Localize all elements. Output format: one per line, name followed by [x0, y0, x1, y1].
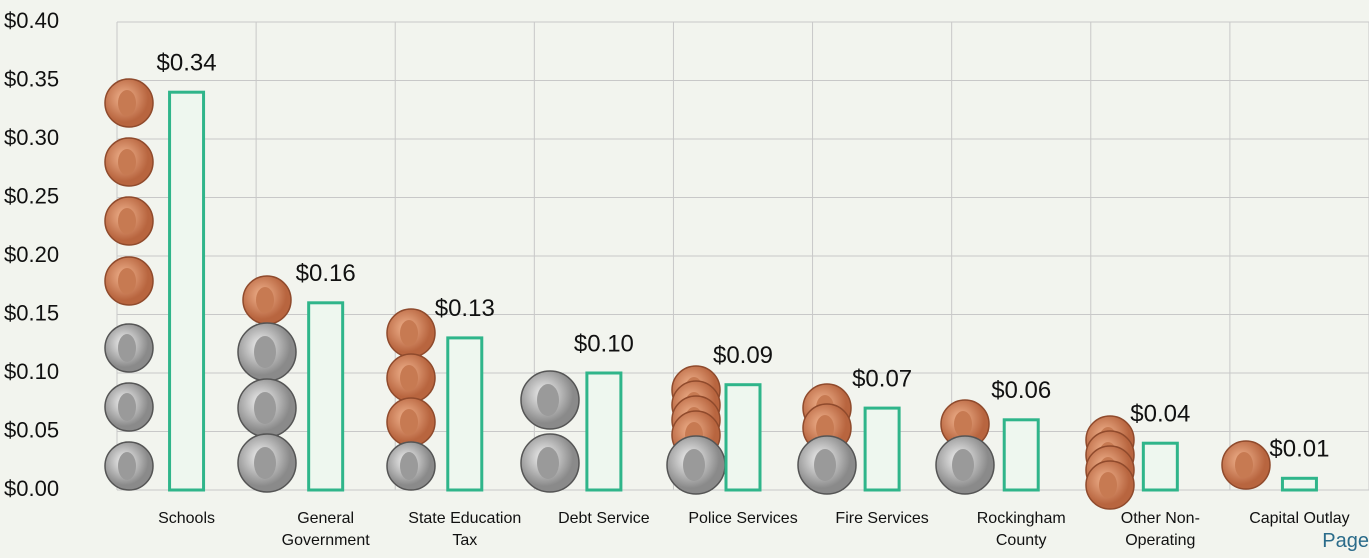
x-tick-label: Debt Service	[536, 508, 672, 530]
y-tick-label: $0.00	[4, 476, 59, 501]
value-label: $0.34	[157, 50, 217, 77]
x-tick-label: General Government	[258, 508, 394, 552]
chart: $0.00 $0.05 $0.10 $0.15 $0.20 $0.25 $0.30 $0.35…	[0, 0, 1369, 558]
bar	[309, 303, 343, 490]
y-tick-label: $0.35	[4, 66, 59, 91]
bar	[726, 385, 760, 490]
value-label: $0.10	[574, 330, 634, 357]
x-tick-label: Police Services	[675, 508, 811, 530]
bar	[1143, 443, 1177, 490]
value-label: $0.04	[1130, 401, 1190, 428]
x-tick-label: State Education Tax	[397, 508, 533, 552]
bar	[448, 338, 482, 490]
value-label: $0.16	[296, 260, 356, 287]
y-tick-label: $0.05	[4, 417, 59, 442]
value-label: $0.06	[991, 377, 1051, 404]
value-label: $0.13	[435, 295, 495, 322]
y-tick-label: $0.15	[4, 300, 59, 325]
x-tick-label: Schools	[119, 508, 255, 530]
x-tick-label: Other Non-Operating	[1092, 508, 1228, 552]
page-label: Page	[1322, 530, 1369, 553]
y-tick-label: $0.10	[4, 359, 59, 384]
bar	[170, 92, 204, 490]
y-tick-label: $0.20	[4, 242, 59, 267]
coins	[105, 79, 1270, 509]
bar	[1282, 478, 1316, 490]
y-tick-label: $0.25	[4, 183, 59, 208]
bar	[587, 373, 621, 490]
value-label: $0.09	[713, 342, 773, 369]
x-tick-label: Rockingham County	[953, 508, 1089, 552]
y-tick-label: $0.30	[4, 125, 59, 150]
y-tick-label: $0.40	[4, 8, 59, 33]
value-label: $0.01	[1269, 436, 1329, 463]
bar	[1004, 420, 1038, 490]
page: $0.00 $0.05 $0.10 $0.15 $0.20 $0.25 $0.30 $0.35…	[0, 0, 1369, 558]
bar	[865, 408, 899, 490]
x-tick-label: Capital Outlay	[1231, 508, 1367, 530]
x-tick-label: Fire Services	[814, 508, 950, 530]
value-label: $0.07	[852, 365, 912, 392]
